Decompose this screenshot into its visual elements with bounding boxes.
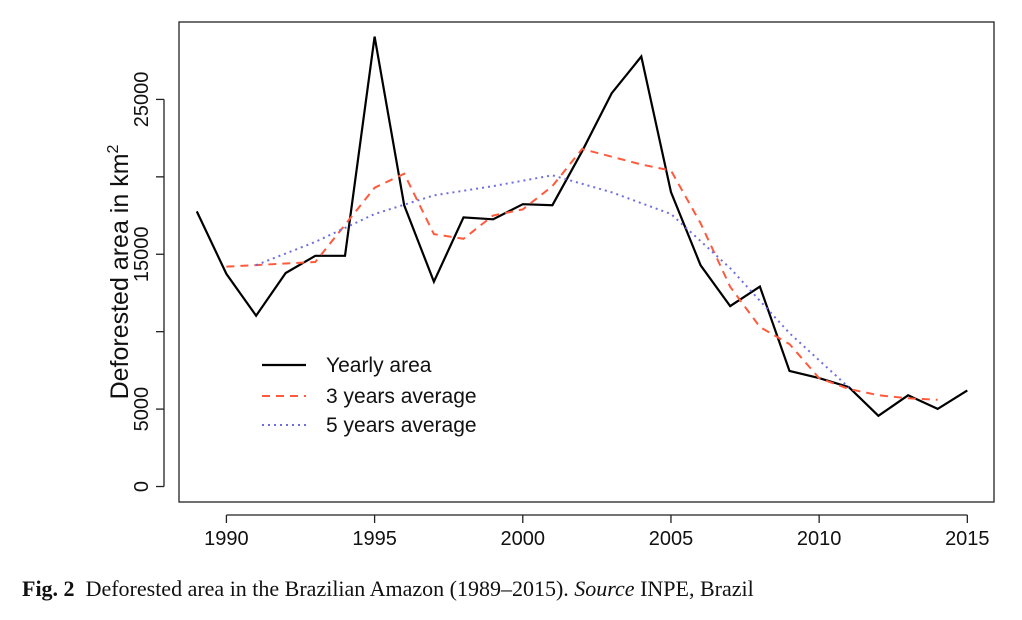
- y-tick-label: 0: [131, 481, 153, 492]
- line-chart: 0 5000 15000 25000 1990 1995 2000 2005 2010 2015…: [105, 21, 995, 550]
- figure-caption: Fig. 2 Deforested area in the Brazilian …: [22, 576, 1012, 602]
- legend-label-3yr: 3 years average: [326, 385, 477, 408]
- caption-figure-label: Fig. 2: [22, 576, 75, 601]
- y-axis: 0 5000 15000 25000: [131, 72, 165, 492]
- x-tick-label: 2005: [649, 528, 694, 550]
- legend-label-5yr: 5 years average: [326, 414, 477, 437]
- series-group: [195, 36, 968, 418]
- x-tick-label: 2015: [945, 528, 990, 550]
- x-tick-label: 2000: [501, 528, 546, 550]
- caption-source-label: Source: [574, 576, 635, 601]
- y-axis-title: Deforested area in km2: [105, 144, 134, 399]
- y-tick-label: 15000: [131, 226, 153, 282]
- x-tick-label: 1990: [204, 528, 249, 550]
- legend-label-yearly: Yearly area: [326, 354, 432, 377]
- caption-source-text: INPE, Brazil: [640, 576, 754, 601]
- y-tick-label: 25000: [131, 72, 153, 128]
- series-line-1: [195, 36, 968, 418]
- y-axis-title-main: Deforested area in km: [106, 153, 134, 399]
- x-axis: 1990 1995 2000 2005 2010 2015: [204, 514, 990, 550]
- x-tick-label: 1995: [352, 528, 397, 550]
- x-tick-label: 2010: [797, 528, 842, 550]
- y-axis-title-superscript: 2: [105, 144, 122, 153]
- caption-text: Deforested area in the Brazilian Amazon …: [85, 576, 569, 601]
- series-line-2: [226, 147, 938, 401]
- legend: Yearly area 3 years average 5 years aver…: [262, 354, 477, 437]
- y-tick-label: 5000: [131, 387, 153, 432]
- plot-frame: [178, 21, 995, 503]
